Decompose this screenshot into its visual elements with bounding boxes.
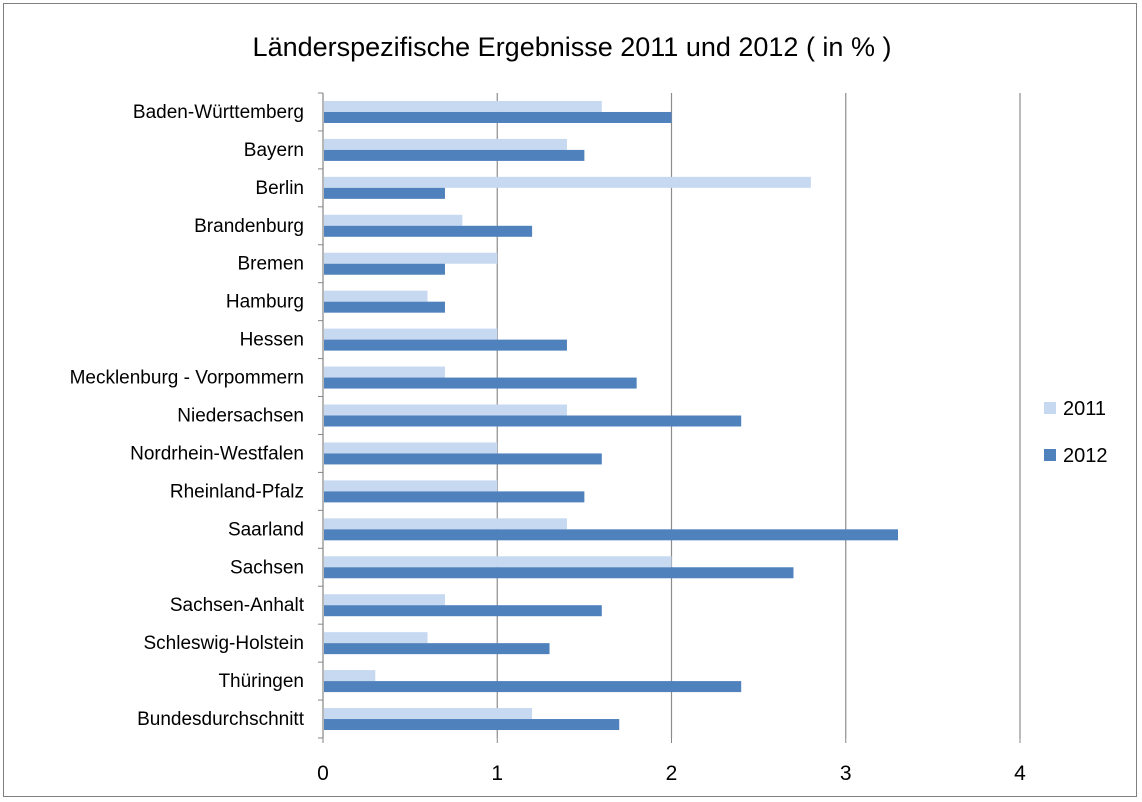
bar-2011 (324, 404, 567, 416)
bar-2012 (324, 681, 742, 693)
bar-2011 (324, 328, 498, 340)
bar-2011 (324, 442, 498, 454)
category-label: Rheinland-Pfalz (170, 481, 304, 502)
legend-label-2011: 2011 (1063, 398, 1106, 420)
bar-2012 (324, 187, 445, 199)
bar-2012 (324, 415, 742, 427)
bar-2011 (324, 366, 445, 378)
category-label: Bremen (237, 254, 304, 275)
bar-2012 (324, 339, 567, 351)
category-label: Berlin (255, 178, 304, 199)
category-label: Schleswig-Holstein (143, 633, 304, 654)
bar-2012 (324, 301, 445, 313)
bar-2011 (324, 594, 445, 606)
bar-2011 (324, 518, 567, 530)
bar-2012 (324, 567, 794, 579)
category-label: Sachsen (230, 557, 304, 578)
bar-2011 (324, 138, 567, 150)
bar-2012 (324, 225, 533, 237)
legend-swatch-2012 (1044, 449, 1056, 461)
chart-frame (3, 3, 1137, 797)
category-label: Bayern (244, 140, 304, 161)
bar-2011 (324, 290, 428, 302)
bars (324, 100, 899, 731)
x-tick-label: 0 (317, 762, 329, 785)
bar-2012 (324, 605, 602, 617)
bar-2011 (324, 708, 533, 720)
category-labels: Baden-Württemberg Bayern Berlin Brandenburg… (70, 102, 305, 730)
category-label: Baden-Württemberg (133, 102, 304, 123)
x-tick-label: 1 (491, 762, 503, 785)
bar-2011 (324, 556, 672, 568)
category-label: Sachsen-Anhalt (170, 595, 305, 616)
bar-2011 (324, 632, 428, 644)
bar-2011 (324, 214, 463, 226)
category-label: Nordrhein-Westfalen (130, 443, 304, 464)
category-label: Brandenburg (194, 216, 304, 237)
bar-2012 (324, 149, 585, 161)
category-label: Niedersachsen (177, 406, 304, 427)
category-label: Thüringen (218, 671, 304, 692)
legend-label-2012: 2012 (1063, 445, 1108, 467)
category-label: Bundesdurchschnitt (137, 709, 305, 730)
bar-2012 (324, 643, 550, 655)
bar-2012 (324, 719, 620, 731)
bar-2011 (324, 670, 376, 682)
bar-2011 (324, 176, 811, 188)
category-label: Mecklenburg - Vorpommern (70, 368, 304, 389)
bar-2012 (324, 263, 445, 275)
bar-2011 (324, 252, 498, 264)
bar-2012 (324, 453, 602, 465)
category-label: Saarland (228, 519, 304, 540)
x-tick-label: 4 (1014, 762, 1026, 785)
x-tick-label: 2 (666, 762, 678, 785)
x-tick-labels: 0 1 2 3 4 (317, 762, 1026, 785)
gridlines (318, 92, 1021, 743)
bar-2012 (324, 377, 637, 389)
bar-2011 (324, 480, 498, 492)
bar-2012 (324, 529, 899, 541)
x-tick-label: 3 (840, 762, 852, 785)
legend: 2011 2012 (1044, 398, 1108, 467)
bar-2011 (324, 100, 602, 112)
category-label: Hamburg (226, 292, 304, 313)
bar-2012 (324, 491, 585, 503)
legend-swatch-2011 (1044, 402, 1056, 414)
chart-title: Länderspezifische Ergebnisse 2011 und 20… (253, 32, 892, 62)
category-label: Hessen (240, 330, 304, 351)
bar-2012 (324, 111, 672, 123)
